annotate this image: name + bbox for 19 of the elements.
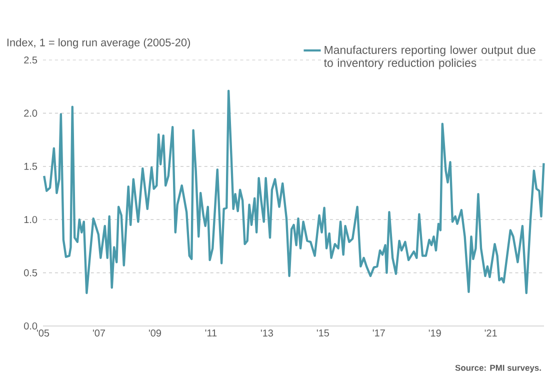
- legend-label: Manufacturers reporting lower output due to inventory reduction policies: [324, 46, 536, 70]
- y-tick-label: 2.5: [24, 56, 38, 64]
- y-tick-label: 0.5: [24, 269, 38, 276]
- x-tick-label: '19: [428, 330, 441, 337]
- y-tick-label: 0.0: [24, 322, 38, 330]
- x-tick-label: '21: [484, 330, 497, 336]
- line-series: [43, 90, 545, 294]
- x-tick-label: '17: [372, 330, 385, 336]
- x-tick-label: '09: [148, 330, 161, 337]
- x-tick-label: '11: [205, 330, 217, 336]
- x-tick-label: '13: [260, 330, 273, 337]
- x-tick-label: '15: [316, 330, 329, 336]
- y-tick-label: 1.5: [24, 162, 38, 170]
- x-tick-label: '07: [92, 330, 105, 337]
- source-note: Source: PMI surveys.: [455, 364, 541, 372]
- y-axis-title: Index, 1 = long run average (2005-20): [7, 38, 190, 48]
- y-tick-label: 2.0: [24, 110, 38, 117]
- x-tick-label: '05: [37, 330, 50, 337]
- y-tick-label: 1.0: [24, 216, 38, 224]
